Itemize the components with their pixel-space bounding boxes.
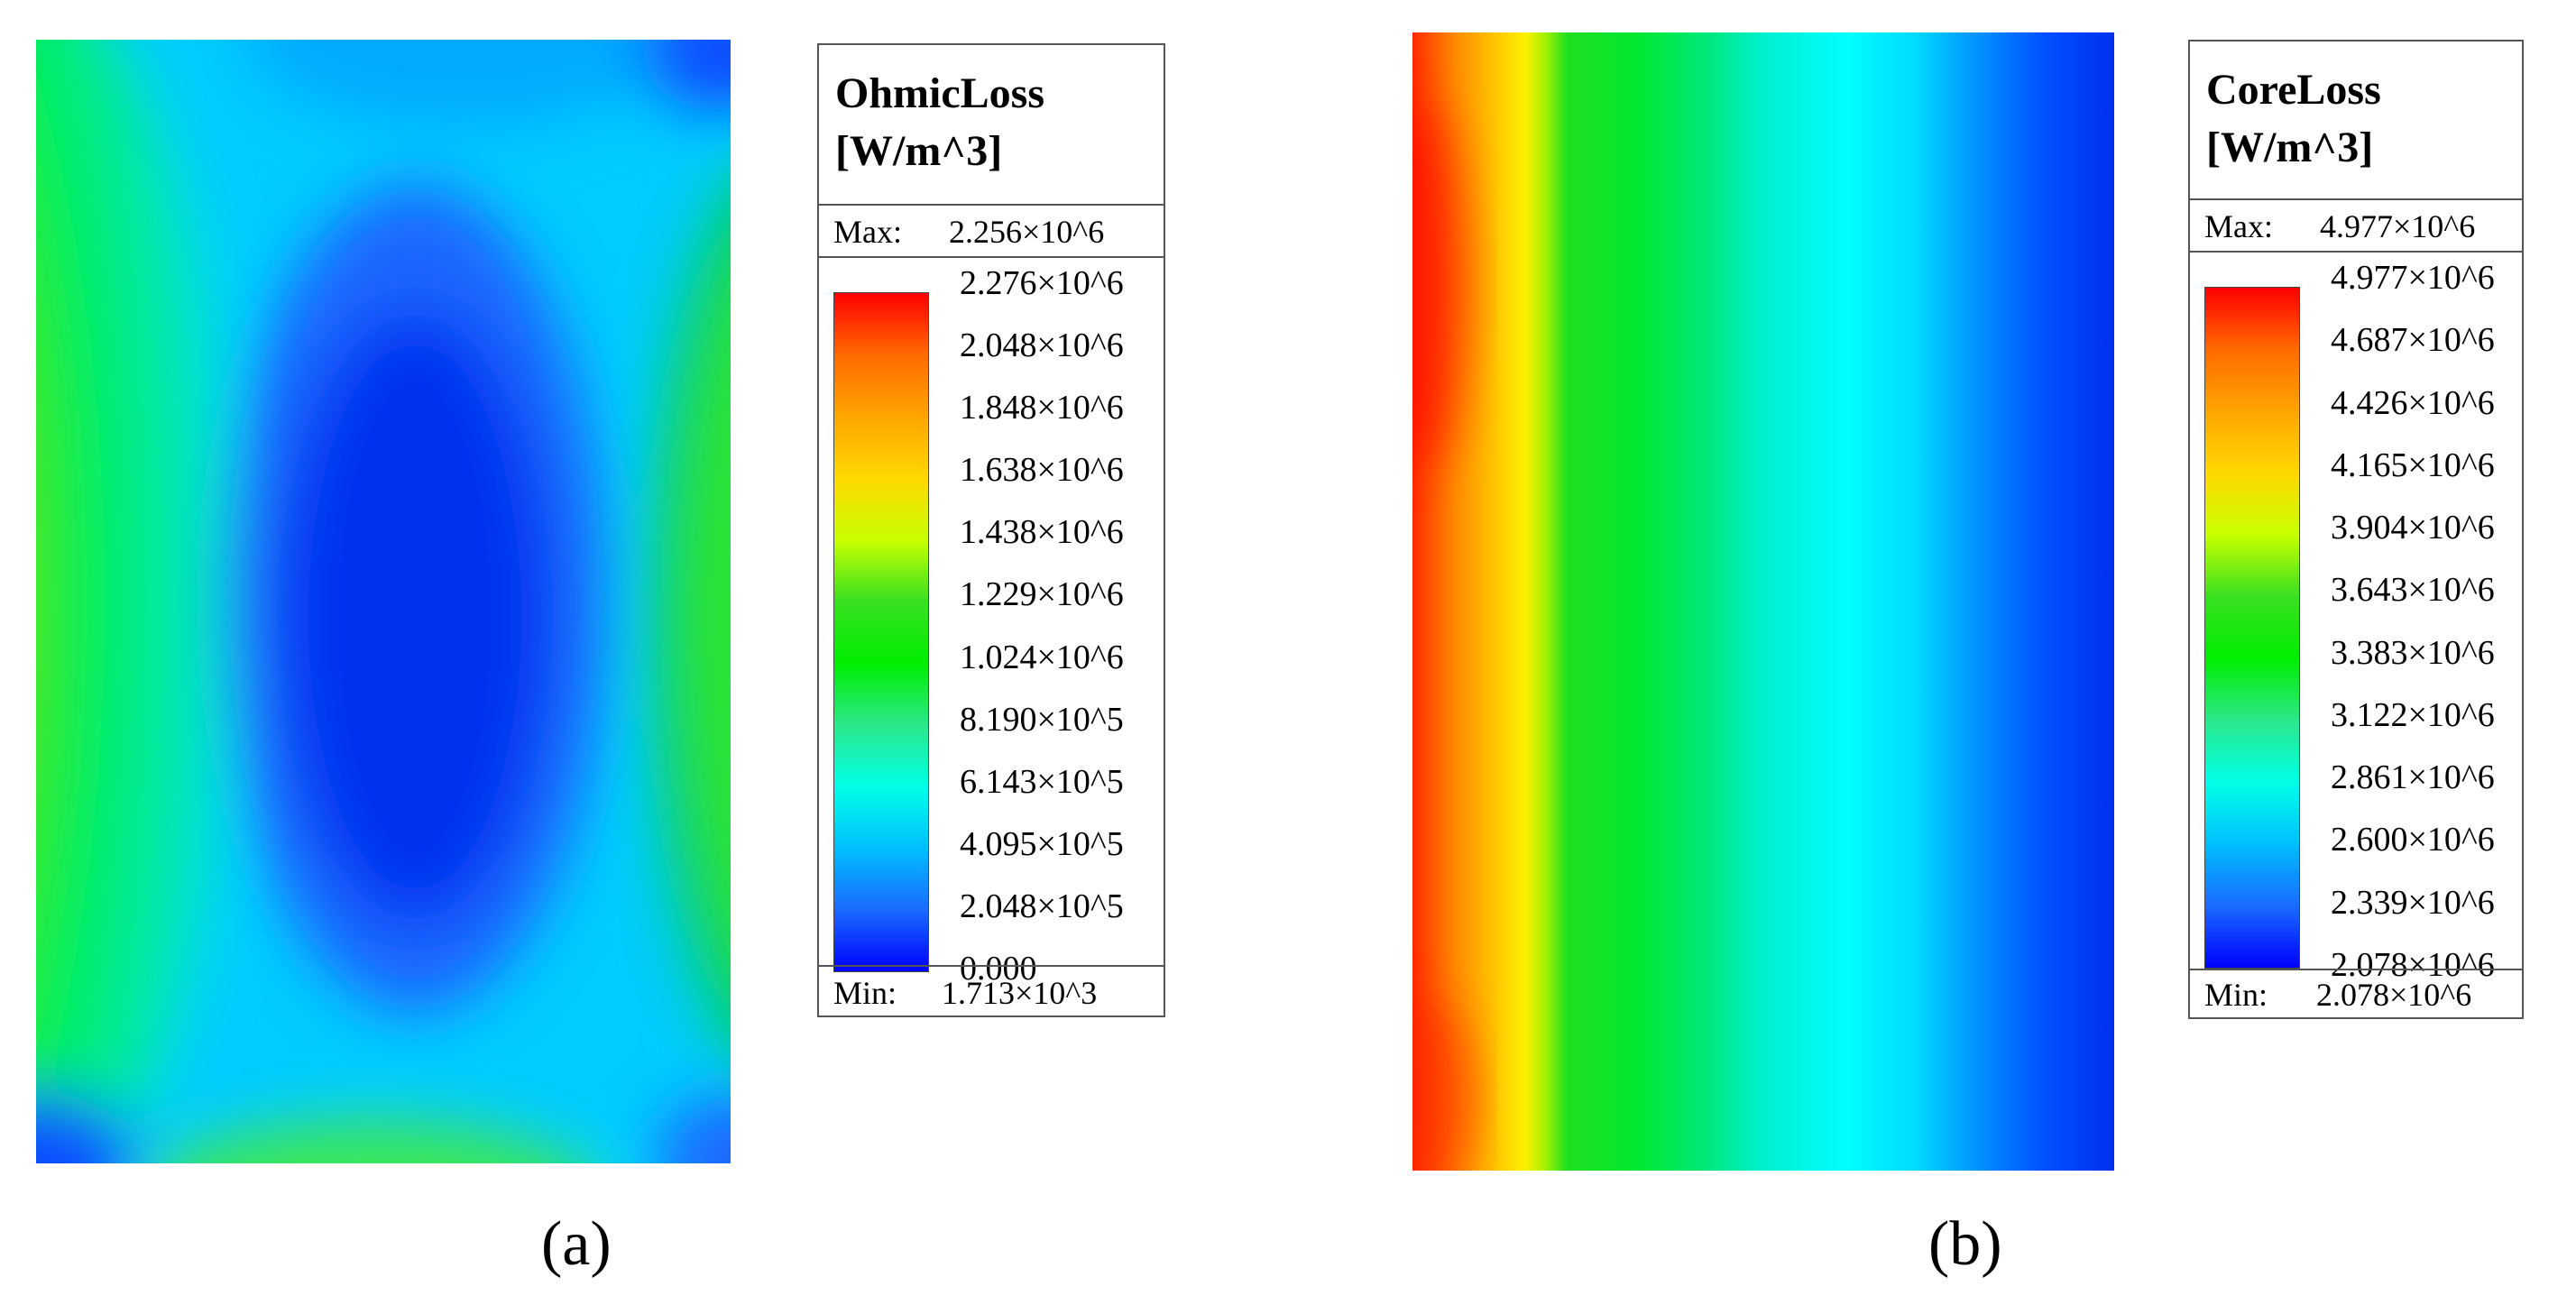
scale-tick-label: 0.000 — [960, 950, 1037, 988]
scale-tick-label: 4.687×10^6 — [2331, 321, 2495, 360]
scale-tick-label: 3.122×10^6 — [2331, 695, 2495, 734]
scale-tick-label: 8.190×10^5 — [960, 700, 1124, 739]
scale-tick-label: 2.048×10^6 — [960, 326, 1124, 365]
core-loss-legend: CoreLoss [W/m^3] Max: 4.977×10^6 4.977×1… — [2188, 40, 2524, 1019]
scale-tick-label: 1.229×10^6 — [960, 575, 1124, 614]
panel-label-b: (b) — [1928, 1209, 2002, 1279]
max-value: 2.256×10^6 — [949, 214, 1105, 250]
scale-tick-label: 1.848×10^6 — [960, 389, 1124, 427]
ohmic-loss-field-plot — [36, 40, 731, 1163]
scale-tick-label: 4.426×10^6 — [2331, 383, 2495, 422]
legend-title-unit: [W/m^3] — [2206, 124, 2374, 171]
scale-tick-label: 2.861×10^6 — [2331, 758, 2495, 797]
legend-title-quantity: CoreLoss — [2206, 66, 2381, 114]
scale-tick-label: 4.165×10^6 — [2331, 446, 2495, 484]
legend-title: CoreLoss [W/m^3] — [2206, 61, 2381, 177]
ohmic-loss-legend: OhmicLoss [W/m^3] Max: 2.256×10^6 2.276×… — [817, 43, 1165, 1017]
max-value: 4.977×10^6 — [2320, 208, 2476, 244]
min-value: 2.078×10^6 — [2316, 977, 2472, 1013]
max-row: Max: 4.977×10^6 — [2190, 198, 2522, 253]
max-label: Max: — [833, 214, 902, 250]
scale-tick-label: 1.638×10^6 — [960, 451, 1124, 490]
scale-tick-label: 3.643×10^6 — [2331, 571, 2495, 610]
color-scale-bar — [2204, 287, 2300, 969]
scale-tick-label: 2.078×10^6 — [2331, 946, 2495, 984]
scale-tick-label: 2.600×10^6 — [2331, 821, 2495, 859]
panel-label-a: (a) — [541, 1209, 612, 1279]
min-row: Min: 1.713×10^3 — [819, 965, 1164, 1017]
scale-tick-label: 4.095×10^5 — [960, 824, 1124, 863]
legend-title-unit: [W/m^3] — [835, 127, 1003, 175]
legend-title-quantity: OhmicLoss — [835, 69, 1045, 117]
min-label: Min: — [2204, 977, 2268, 1013]
legend-title: OhmicLoss [W/m^3] — [835, 65, 1044, 180]
scale-tick-label: 3.904×10^6 — [2331, 509, 2495, 547]
min-value: 1.713×10^3 — [942, 975, 1098, 1011]
scale-tick-label: 2.339×10^6 — [2331, 883, 2495, 922]
max-row: Max: 2.256×10^6 — [819, 204, 1164, 258]
color-scale-bar — [833, 292, 929, 972]
scale-tick-label: 4.977×10^6 — [2331, 259, 2495, 297]
scale-tick-label: 1.024×10^6 — [960, 638, 1124, 676]
scale-tick-label: 3.383×10^6 — [2331, 633, 2495, 672]
min-row: Min: 2.078×10^6 — [2190, 969, 2522, 1019]
core-loss-field-svg — [1412, 32, 2114, 1171]
ohmic-loss-field-svg — [36, 40, 731, 1163]
min-label: Min: — [833, 975, 897, 1011]
max-label: Max: — [2204, 208, 2273, 244]
core-loss-field-plot — [1412, 32, 2114, 1171]
scale-tick-label: 1.438×10^6 — [960, 513, 1124, 552]
scale-tick-label: 2.276×10^6 — [960, 264, 1124, 302]
scale-tick-label: 2.048×10^5 — [960, 887, 1124, 925]
scale-tick-label: 6.143×10^5 — [960, 762, 1124, 801]
